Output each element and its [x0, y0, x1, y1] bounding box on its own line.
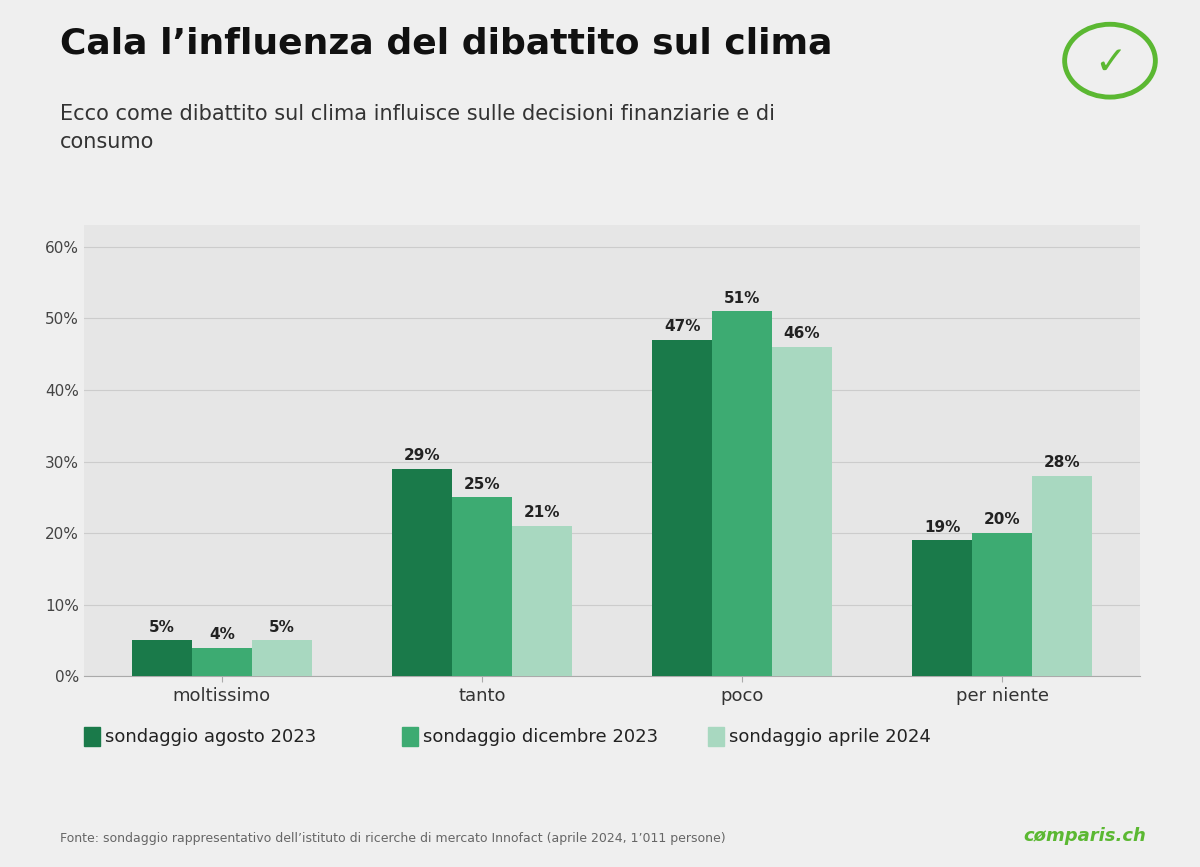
Bar — [132, 641, 192, 676]
Text: cømparis.ch: cømparis.ch — [1024, 827, 1146, 845]
Bar — [1032, 476, 1092, 676]
Text: 21%: 21% — [523, 505, 560, 520]
Text: ✓: ✓ — [1093, 43, 1127, 81]
Bar — [653, 340, 712, 676]
Text: Ecco come dibattito sul clima influisce sulle decisioni finanziarie e di
consumo: Ecco come dibattito sul clima influisce … — [60, 104, 775, 152]
Text: 4%: 4% — [209, 627, 235, 642]
Bar — [972, 533, 1032, 676]
Text: 25%: 25% — [463, 477, 500, 492]
Text: Cala l’influenza del dibattito sul clima: Cala l’influenza del dibattito sul clima — [60, 26, 833, 60]
Bar — [452, 498, 512, 676]
Bar — [252, 641, 312, 676]
Text: 47%: 47% — [664, 319, 701, 334]
Bar — [912, 540, 972, 676]
Text: Fonte: sondaggio rappresentativo dell’istituto di ricerche di mercato Innofact (: Fonte: sondaggio rappresentativo dell’is… — [60, 832, 726, 845]
Text: sondaggio agosto 2023: sondaggio agosto 2023 — [106, 728, 317, 746]
Text: 19%: 19% — [924, 519, 960, 535]
Bar — [712, 311, 772, 676]
Bar — [772, 347, 832, 676]
Text: 5%: 5% — [269, 620, 294, 635]
Bar — [392, 469, 452, 676]
Text: sondaggio aprile 2024: sondaggio aprile 2024 — [730, 728, 931, 746]
Text: 5%: 5% — [149, 620, 175, 635]
Text: 20%: 20% — [984, 512, 1020, 527]
Text: sondaggio dicembre 2023: sondaggio dicembre 2023 — [424, 728, 659, 746]
Bar — [512, 526, 571, 676]
Bar — [192, 648, 252, 676]
Text: 29%: 29% — [403, 448, 440, 463]
Text: 28%: 28% — [1044, 455, 1080, 470]
Text: 51%: 51% — [724, 290, 761, 305]
Text: 46%: 46% — [784, 326, 821, 342]
